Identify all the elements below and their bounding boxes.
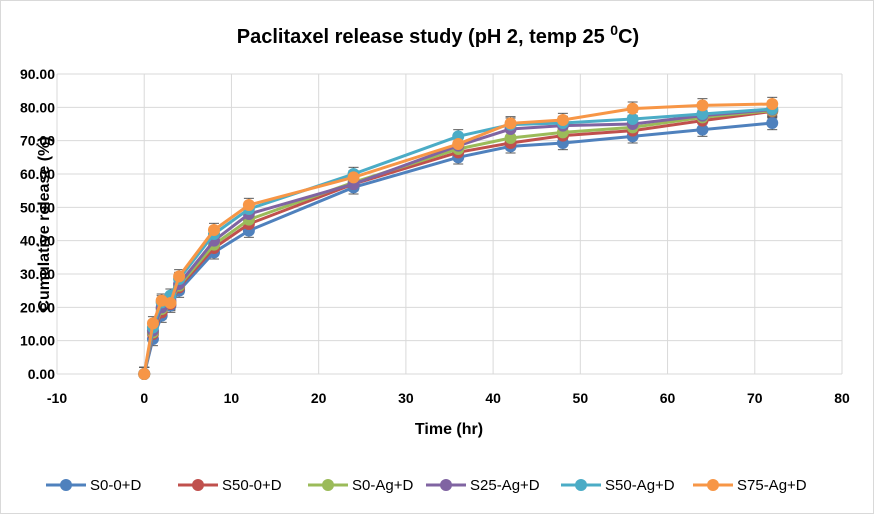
legend-item: S75-Ag+D: [693, 477, 807, 494]
data-point: [208, 224, 220, 236]
data-point: [242, 199, 255, 211]
legend-label: S50-Ag+D: [605, 477, 675, 494]
series-S75-Ag+D: [138, 98, 779, 380]
x-tick-label: 40: [485, 390, 501, 406]
legend: S0-0+D S50-0+D S0-Ag+D S25-Ag+D S50-Ag+D S75-…: [46, 477, 807, 494]
y-tick-label: 50.00: [20, 199, 55, 215]
legend-marker: [60, 479, 72, 491]
data-point: [766, 98, 779, 110]
legend-item: S25-Ag+D: [426, 477, 540, 494]
title-text: Paclitaxel release study (pH 2, temp 25: [237, 26, 611, 48]
data-point: [556, 114, 569, 126]
data-point: [504, 132, 517, 144]
legend-label: S0-0+D: [90, 477, 141, 494]
legend-label: S0-Ag+D: [352, 477, 413, 494]
data-point: [504, 117, 517, 130]
legend-marker: [575, 479, 587, 491]
legend-label: S75-Ag+D: [737, 477, 807, 494]
x-tick-label: 20: [311, 390, 327, 406]
legend-item: S50-0+D: [178, 477, 282, 494]
x-tick-label: 60: [660, 390, 676, 406]
legend-label: S50-0+D: [222, 477, 282, 494]
legend-marker: [440, 479, 452, 491]
x-tick-label: 30: [398, 390, 414, 406]
y-tick-label: 10.00: [20, 333, 55, 349]
data-point: [173, 270, 186, 283]
y-axis-label: Cumulative release (%): [36, 136, 53, 311]
y-tick-label: 90.00: [20, 66, 55, 82]
legend-marker: [322, 479, 334, 491]
chart-title: Paclitaxel release study (pH 2, temp 25 …: [237, 22, 639, 48]
y-tick-label: 0.00: [28, 366, 55, 382]
data-point: [766, 117, 779, 129]
legend-marker: [192, 479, 204, 491]
data-point: [696, 99, 709, 112]
y-tick-label: 60.00: [20, 166, 55, 182]
data-point: [626, 113, 639, 125]
x-tick-label: 70: [747, 390, 763, 406]
x-tick-label: 50: [573, 390, 589, 406]
tick-labels: 0.00 10.00 20.00 30.00 40.00 50.00 60.00 70.00 8…: [20, 66, 850, 406]
y-tick-label: 20.00: [20, 299, 55, 315]
y-tick-label: 70.00: [20, 133, 55, 149]
legend-item: S0-0+D: [46, 477, 141, 494]
x-tick-label: 0: [140, 390, 148, 406]
y-tick-label: 30.00: [20, 266, 55, 282]
data-point: [347, 171, 360, 184]
data-point: [164, 297, 177, 309]
legend-item: S50-Ag+D: [561, 477, 675, 494]
legend-marker: [707, 479, 719, 491]
legend-label: S25-Ag+D: [470, 477, 540, 494]
data-point: [452, 138, 465, 150]
data-point: [696, 108, 709, 120]
data-point: [626, 102, 639, 115]
legend-item: S0-Ag+D: [308, 477, 413, 494]
x-tick-label: -10: [47, 390, 67, 406]
gridlines: [56, 73, 843, 375]
x-tick-label: 80: [834, 390, 850, 406]
data-point: [138, 368, 151, 380]
title-superscript: 0: [610, 22, 618, 38]
data-point: [696, 123, 709, 136]
series-lines: [138, 98, 779, 380]
y-tick-label: 40.00: [20, 233, 55, 249]
title-suffix: C): [618, 26, 639, 48]
y-tick-label: 80.00: [20, 99, 55, 115]
x-tick-label: 10: [224, 390, 240, 406]
data-point: [146, 317, 159, 330]
x-axis-label: Time (hr): [415, 421, 483, 438]
